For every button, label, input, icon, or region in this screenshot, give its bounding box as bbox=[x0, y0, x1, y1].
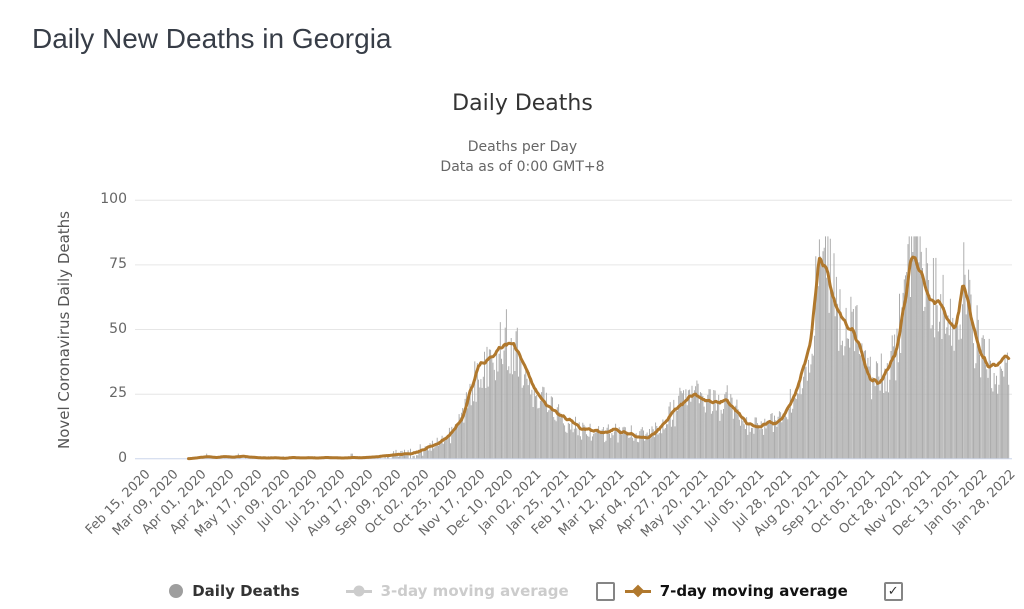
legend-item-7day-avg[interactable]: 7-day moving average bbox=[624, 582, 848, 600]
y-tick-label: 50 bbox=[109, 320, 127, 337]
chart-title: Daily Deaths bbox=[452, 91, 593, 116]
line-circle-marker-icon bbox=[345, 585, 372, 597]
circle-symbol-icon bbox=[353, 585, 365, 597]
y-tick-label: 100 bbox=[100, 191, 127, 208]
legend-label-daily-deaths: Daily Deaths bbox=[192, 582, 300, 600]
legend: Daily Deaths 3-day moving average 7-day … bbox=[24, 578, 1024, 604]
line-diamond-marker-icon bbox=[624, 584, 651, 598]
checkbox-7day-avg[interactable]: ✓ bbox=[883, 581, 903, 601]
chart-subtitle-line1: Deaths per Day bbox=[467, 139, 578, 155]
y-tick-label: 75 bbox=[109, 255, 127, 272]
legend-label-7day-avg: 7-day moving average bbox=[659, 582, 848, 600]
legend-item-daily-deaths[interactable]: Daily Deaths bbox=[169, 582, 300, 600]
legend-label-3day-avg: 3-day moving average bbox=[380, 582, 569, 600]
y-tick-label: 0 bbox=[118, 449, 127, 466]
page-title: Daily New Deaths in Georgia bbox=[32, 22, 392, 54]
legend-item-3day-avg[interactable]: 3-day moving average bbox=[345, 582, 569, 600]
circle-marker-icon bbox=[169, 584, 184, 598]
y-tick-label: 25 bbox=[109, 385, 127, 402]
checkbox-3day-avg[interactable] bbox=[595, 581, 615, 601]
chart-subtitle-line2: Data as of 0:00 GMT+8 bbox=[440, 159, 605, 175]
diamond-symbol-icon bbox=[631, 584, 645, 598]
